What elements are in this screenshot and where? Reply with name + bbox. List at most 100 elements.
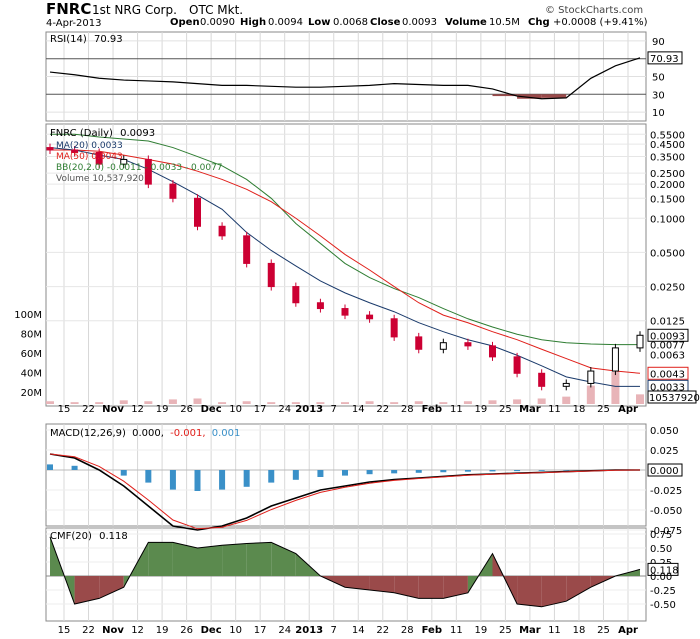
rsi-tick-label: 50	[652, 73, 665, 84]
volume-bar	[119, 400, 128, 404]
cmf-tick-label: 0.75	[650, 530, 672, 541]
x-tick-label: 25	[597, 625, 610, 636]
price-legend: FNRC (Daily) 0.0093 MA(20) 0.0033 MA(50)…	[50, 128, 223, 184]
x-tick-label: 19	[475, 404, 488, 415]
price-candle	[120, 158, 128, 165]
rsi-plot: 90 50 30 10 70.93	[46, 37, 683, 119]
x-tick-label: 28	[401, 404, 414, 415]
macd-histogram-bar	[440, 470, 447, 473]
macd-histogram-bar	[391, 470, 398, 474]
x-tick-label: 28	[401, 625, 414, 636]
volume-bar	[341, 402, 349, 404]
x-tick-label: 11	[450, 625, 463, 636]
x-tick-label: 11	[450, 404, 463, 415]
macd-histogram-bar	[243, 470, 250, 487]
price-tick-label: 0.0093	[650, 331, 685, 342]
volume-bar	[562, 396, 571, 404]
macd-histogram-bar	[317, 470, 324, 477]
cmf-label-value: 0.118	[99, 531, 128, 542]
volume-bar	[586, 385, 595, 404]
x-tick-label: 26	[180, 625, 193, 636]
x-tick-label: Mar	[519, 625, 541, 636]
price-candle	[390, 318, 398, 338]
macd-label: MACD(12,26,9) 0.000, -0.001, 0.001	[50, 428, 240, 439]
price-candle	[415, 336, 423, 350]
macd-value-1: 0.000,	[132, 428, 164, 439]
x-tick-label: Feb	[422, 625, 442, 636]
price-tick-label: 0.0063	[650, 350, 685, 361]
price-candle	[513, 356, 521, 374]
volume-tick-label: 80M	[21, 330, 42, 341]
volume-tick-label: 40M	[21, 369, 42, 380]
volume-bar	[439, 402, 448, 404]
price-candle	[316, 302, 324, 310]
macd-histogram-bar	[514, 470, 521, 472]
macd-histogram-bar	[563, 470, 570, 471]
macd-histogram-bar	[47, 464, 53, 470]
macd-histogram-bar	[366, 470, 373, 475]
macd-histogram-bar	[538, 470, 545, 471]
rsi-tick-label: 10	[652, 108, 665, 119]
close-value: 0.0093	[402, 17, 437, 28]
x-tick-label: Nov	[102, 404, 124, 415]
x-tick-label: 11	[548, 404, 561, 415]
x-tick-label: 7	[331, 625, 337, 636]
price-candle	[267, 262, 275, 288]
x-tick-label: 12	[131, 625, 144, 636]
price-candle	[144, 158, 152, 185]
price-candle	[489, 345, 496, 358]
price-tick-label: 0.0033	[650, 382, 685, 393]
grid-lines	[63, 32, 629, 621]
x-tick-label: 19	[156, 404, 169, 415]
open-label: Open	[170, 17, 200, 28]
x-tick-label: 19	[475, 625, 488, 636]
price-candle	[95, 152, 103, 165]
x-tick-label: 22	[82, 404, 95, 415]
x-tick-label: Nov	[102, 625, 124, 636]
cmf-area-segment	[222, 543, 247, 576]
cmf-area-segment	[99, 576, 124, 599]
volume-bar	[414, 401, 423, 404]
volume-bar	[144, 401, 153, 404]
cmf-value-box	[647, 562, 679, 576]
volume-value: 10.5M	[489, 17, 520, 28]
volume-value-label: 10537920	[649, 393, 700, 404]
x-tick-label: 25	[597, 404, 610, 415]
x-tick-label: 14	[352, 404, 365, 415]
volume-bar	[365, 401, 374, 404]
rsi-line	[49, 57, 641, 100]
price-candle	[636, 334, 644, 349]
price-candle	[218, 225, 226, 237]
bb-upper-line	[50, 133, 640, 346]
high-label: High	[240, 17, 266, 28]
price-candle	[194, 197, 201, 227]
x-tick-label: 24	[278, 625, 291, 636]
price-candle	[366, 314, 374, 320]
macd-signal-line	[49, 453, 641, 530]
macd-tick-label: 0.025	[650, 446, 679, 457]
cmf-area-segment	[541, 576, 567, 607]
volume-bar	[218, 402, 227, 404]
price-candle	[439, 342, 447, 350]
volume-bar	[316, 402, 325, 404]
volume-bar	[70, 402, 79, 404]
volume-bar	[46, 401, 54, 404]
rsi-oversold-fill	[492, 94, 518, 97]
price-candle	[538, 372, 546, 387]
cmf-area-segment	[443, 576, 468, 599]
price-tick-label: 0.4500	[650, 140, 685, 151]
price-tick-label: 0.2500	[650, 169, 685, 180]
x-tick-label: 19	[156, 625, 169, 636]
price-tick-label: 0.5500	[650, 130, 685, 141]
legend-ma50: MA(50) 0.0043	[56, 152, 123, 162]
legend-ma20: MA(20) 0.0033	[56, 141, 123, 151]
open-value: 0.0090	[200, 17, 235, 28]
x-tick-label: 15	[58, 625, 71, 636]
price-candle	[464, 342, 472, 347]
volume-bar	[193, 398, 202, 404]
x-tick-label: Mar	[519, 404, 541, 415]
x-tick-label: Apr	[618, 625, 638, 636]
volume-bar	[488, 400, 497, 404]
price-tick-label: 0.1000	[650, 214, 685, 225]
